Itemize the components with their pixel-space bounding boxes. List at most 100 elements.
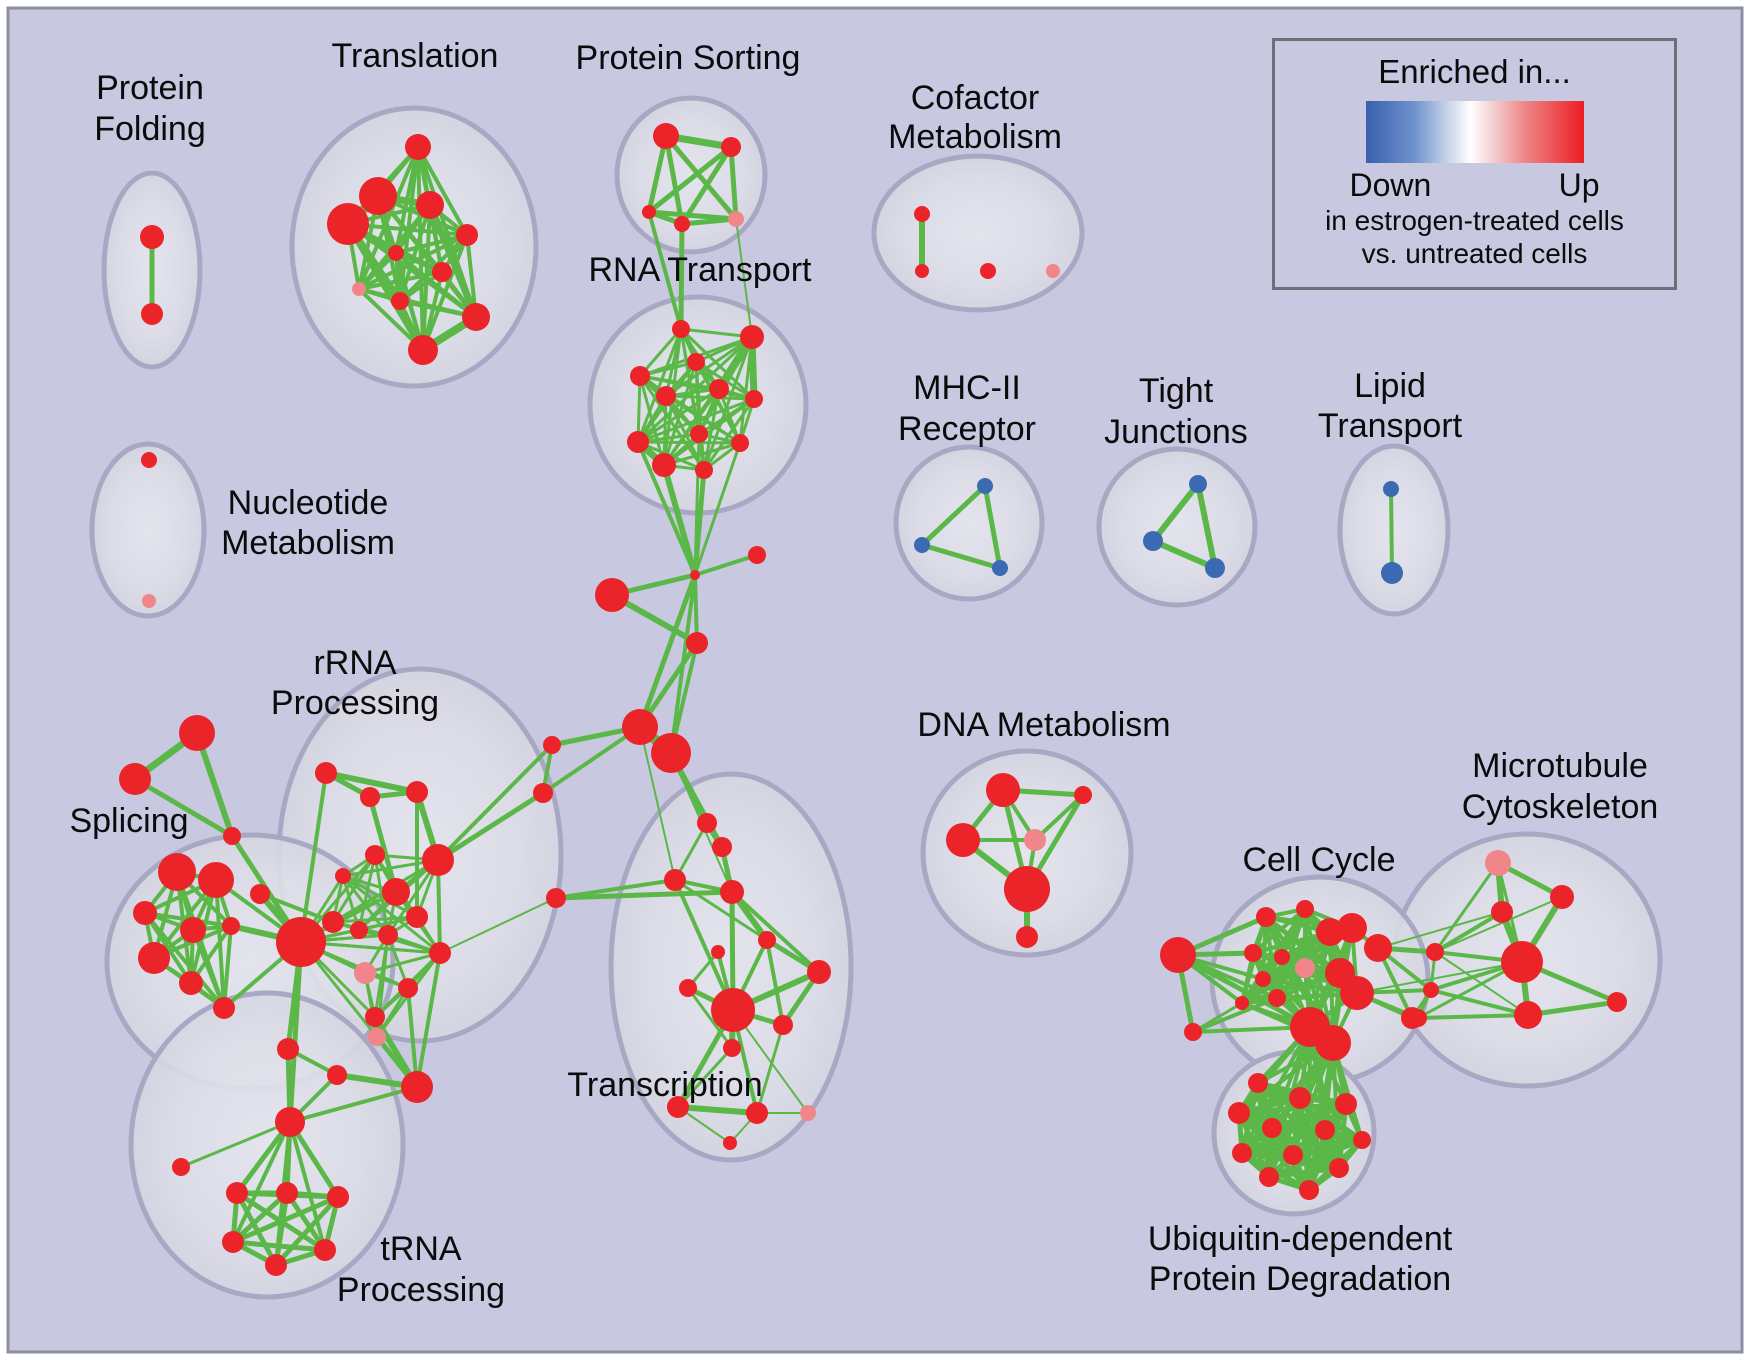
network-node-ub2[interactable] xyxy=(1289,1087,1311,1109)
network-node-tx9[interactable] xyxy=(711,988,755,1032)
network-node-mb3[interactable] xyxy=(1409,1009,1427,1027)
network-node-rr14[interactable] xyxy=(365,1007,385,1027)
network-node-ub1[interactable] xyxy=(1248,1073,1268,1093)
network-node-tr7[interactable] xyxy=(432,262,452,282)
network-node-pf1[interactable] xyxy=(140,225,164,249)
network-node-mtP[interactable] xyxy=(1485,850,1511,876)
network-node-tr3[interactable] xyxy=(416,191,444,219)
network-node-ccO1[interactable] xyxy=(1160,937,1196,973)
network-node-cc12[interactable] xyxy=(1340,976,1374,1010)
network-node-rr1[interactable] xyxy=(315,762,337,784)
network-node-cc4[interactable] xyxy=(1337,913,1367,943)
network-node-rr5[interactable] xyxy=(335,868,351,884)
network-node-sp9[interactable] xyxy=(250,884,270,904)
network-node-tx10[interactable] xyxy=(773,1015,793,1035)
network-node-tx1[interactable] xyxy=(697,813,717,833)
network-node-cf2[interactable] xyxy=(915,264,929,278)
network-node-ub12[interactable] xyxy=(1299,1180,1319,1200)
network-node-ub9[interactable] xyxy=(1283,1145,1303,1165)
network-node-rt7[interactable] xyxy=(745,390,763,408)
network-node-cn3[interactable] xyxy=(595,578,629,612)
network-node-tr4[interactable] xyxy=(327,203,369,245)
network-node-rr10[interactable] xyxy=(406,906,428,928)
network-node-tx15[interactable] xyxy=(723,1136,737,1150)
network-node-lt1[interactable] xyxy=(1383,481,1399,497)
network-node-tx11[interactable] xyxy=(723,1039,741,1057)
network-node-tj3[interactable] xyxy=(1205,558,1225,578)
network-node-rr11[interactable] xyxy=(422,844,454,876)
network-node-tn3[interactable] xyxy=(327,1186,349,1208)
network-node-cc10[interactable] xyxy=(1255,971,1271,987)
network-node-sp4[interactable] xyxy=(180,917,206,943)
network-node-rt8[interactable] xyxy=(690,425,708,443)
network-node-tr8[interactable] xyxy=(352,282,366,296)
network-node-rt9[interactable] xyxy=(627,431,649,453)
network-node-ps2[interactable] xyxy=(721,137,741,157)
network-node-rr4[interactable] xyxy=(365,845,385,865)
network-node-ub4[interactable] xyxy=(1228,1102,1250,1124)
network-node-rr6[interactable] xyxy=(382,878,410,906)
network-node-rr2[interactable] xyxy=(360,787,380,807)
network-node-ps5[interactable] xyxy=(728,211,744,227)
network-node-cf1[interactable] xyxy=(914,206,930,222)
network-node-cc9[interactable] xyxy=(1364,934,1392,962)
network-node-rr13[interactable] xyxy=(398,978,418,998)
network-node-dm3[interactable] xyxy=(946,823,980,857)
network-node-tx6[interactable] xyxy=(711,945,725,959)
network-node-tj1[interactable] xyxy=(1189,475,1207,493)
network-node-rr19[interactable] xyxy=(401,1071,433,1103)
network-node-cc11[interactable] xyxy=(1268,989,1286,1007)
network-node-rr8[interactable] xyxy=(350,921,368,939)
network-node-cn4[interactable] xyxy=(686,632,708,654)
network-node-nm2[interactable] xyxy=(142,594,156,608)
network-node-sp5[interactable] xyxy=(222,917,240,935)
network-node-cc3[interactable] xyxy=(1316,918,1344,946)
network-node-tr1[interactable] xyxy=(405,134,431,160)
network-node-tn4[interactable] xyxy=(222,1231,244,1253)
network-node-cc7[interactable] xyxy=(1295,958,1315,978)
network-node-rr17[interactable] xyxy=(429,942,451,964)
network-node-cf3[interactable] xyxy=(980,263,996,279)
network-node-th[interactable] xyxy=(275,1107,305,1137)
network-node-bb1[interactable] xyxy=(543,736,561,754)
network-node-rr15[interactable] xyxy=(368,1028,386,1046)
network-node-sp1[interactable] xyxy=(158,853,196,891)
network-node-rt6[interactable] xyxy=(656,386,676,406)
network-node-tr6[interactable] xyxy=(388,245,404,261)
network-node-tr2[interactable] xyxy=(359,177,397,215)
network-node-nm1[interactable] xyxy=(141,452,157,468)
network-node-cc2[interactable] xyxy=(1296,900,1314,918)
network-node-mt2[interactable] xyxy=(1491,901,1513,923)
network-node-tx7[interactable] xyxy=(679,979,697,997)
network-node-tr10[interactable] xyxy=(462,303,490,331)
network-node-mb2[interactable] xyxy=(1423,982,1439,998)
network-node-ub11[interactable] xyxy=(1329,1158,1349,1178)
network-node-rr16[interactable] xyxy=(277,1038,299,1060)
network-node-mt4[interactable] xyxy=(1514,1001,1542,1029)
network-node-pf2[interactable] xyxy=(141,303,163,325)
network-node-tr5[interactable] xyxy=(456,224,478,246)
network-node-tn5[interactable] xyxy=(314,1239,336,1261)
network-node-tg2[interactable] xyxy=(119,763,151,795)
network-node-dd2[interactable] xyxy=(651,733,691,773)
network-node-cf4[interactable] xyxy=(1046,264,1060,278)
network-node-ub6[interactable] xyxy=(1315,1120,1335,1140)
network-node-tn6[interactable] xyxy=(265,1254,287,1276)
network-node-ccO2[interactable] xyxy=(1184,1023,1202,1041)
network-node-rt2[interactable] xyxy=(740,325,764,349)
network-node-tx4[interactable] xyxy=(720,880,744,904)
network-node-tx3[interactable] xyxy=(664,869,686,891)
network-node-ol1[interactable] xyxy=(546,888,566,908)
network-node-tx2[interactable] xyxy=(712,837,732,857)
network-node-rr18[interactable] xyxy=(327,1065,347,1085)
network-node-dm2[interactable] xyxy=(1074,786,1092,804)
network-node-cc16[interactable] xyxy=(1235,996,1249,1010)
network-node-mt1[interactable] xyxy=(1550,885,1574,909)
network-node-sp6[interactable] xyxy=(138,942,170,974)
network-node-tj2[interactable] xyxy=(1143,531,1163,551)
network-node-mb1[interactable] xyxy=(1426,943,1444,961)
network-node-tr11[interactable] xyxy=(408,335,438,365)
network-node-tx13[interactable] xyxy=(746,1102,768,1124)
network-node-dm1[interactable] xyxy=(986,773,1020,807)
network-node-rt3[interactable] xyxy=(687,353,705,371)
